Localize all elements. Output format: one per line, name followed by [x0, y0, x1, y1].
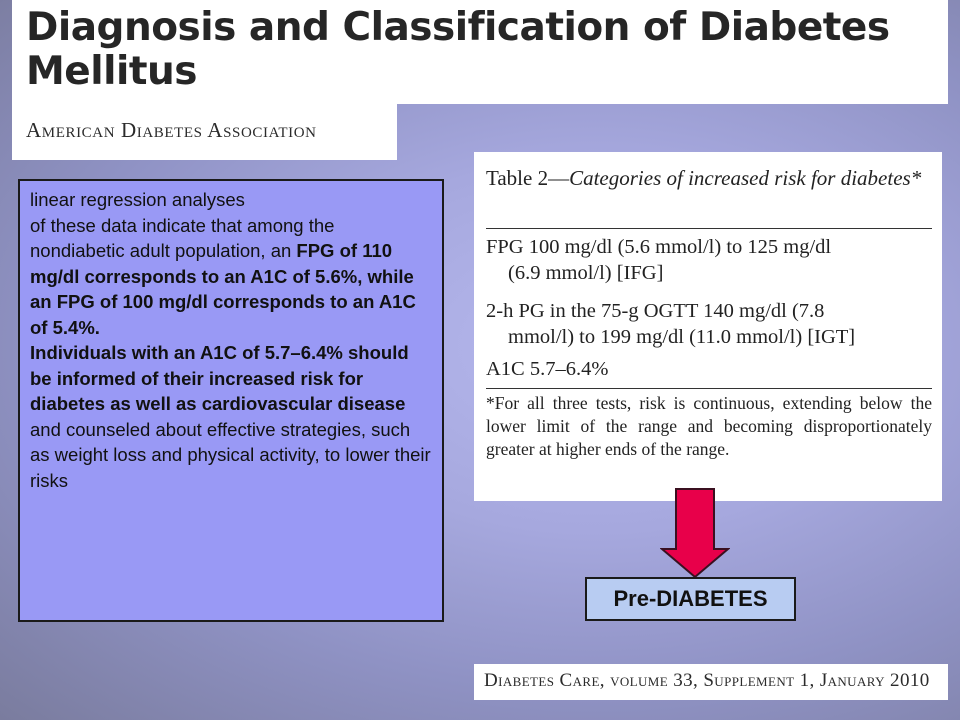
table-row-text: FPG 100 mg/dl (5.6 mmol/l) to 125 mg/dl — [486, 236, 832, 258]
table-caption: Categories of increased risk for diabete… — [569, 166, 922, 190]
table-row: 2-h PG in the 75-g OGTT 140 mg/dl (7.8 m… — [486, 298, 936, 350]
table-title: Table 2—Categories of increased risk for… — [486, 164, 936, 192]
table-label: Table 2— — [486, 166, 570, 190]
title-banner: Diagnosis and Classification of Diabetes… — [12, 0, 948, 104]
table-bottom-rule — [486, 388, 932, 389]
journal-citation: Diabetes Care, volume 33, Supplement 1, … — [484, 670, 930, 691]
down-arrow-icon — [660, 488, 730, 579]
page-title: Diagnosis and Classification of Diabetes… — [26, 5, 890, 94]
table-row-text: 2-h PG in the 75-g OGTT 140 mg/dl (7.8 — [486, 300, 825, 322]
summary-line-1: linear regression analyses — [30, 189, 245, 210]
summary-text-tail: and counseled about effective strategies… — [30, 418, 431, 491]
table-row-continuation: mmol/l) to 199 mg/dl (11.0 mmol/l) [IGT] — [508, 326, 856, 348]
summary-text-bold-a1c: Individuals with an A1C of 5.7–6.4% shou… — [30, 342, 409, 414]
table-row-continuation: (6.9 mmol/l) [IFG] — [508, 262, 664, 284]
table-row: FPG 100 mg/dl (5.6 mmol/l) to 125 mg/dl … — [486, 234, 936, 286]
summary-text-plain: of these data indicate that among the no… — [30, 214, 335, 262]
table-2-image: Table 2—Categories of increased risk for… — [474, 152, 942, 501]
table-row: A1C 5.7–6.4% — [486, 356, 936, 382]
citation-box: Diabetes Care, volume 33, Supplement 1, … — [474, 664, 948, 700]
association-box: American Diabetes Association — [12, 104, 397, 160]
table-top-rule — [486, 228, 932, 229]
summary-text-bold-fpg: FPG of 110 mg/dl corresponds to an A1C o… — [30, 240, 416, 338]
prediabetes-label: Pre-DIABETES — [585, 577, 796, 621]
summary-text-box: linear regression analyses of these data… — [18, 179, 444, 622]
table-row-text: A1C 5.7–6.4% — [486, 358, 609, 380]
table-footnote: *For all three tests, risk is continuous… — [486, 393, 932, 459]
association-name: American Diabetes Association — [26, 118, 317, 142]
